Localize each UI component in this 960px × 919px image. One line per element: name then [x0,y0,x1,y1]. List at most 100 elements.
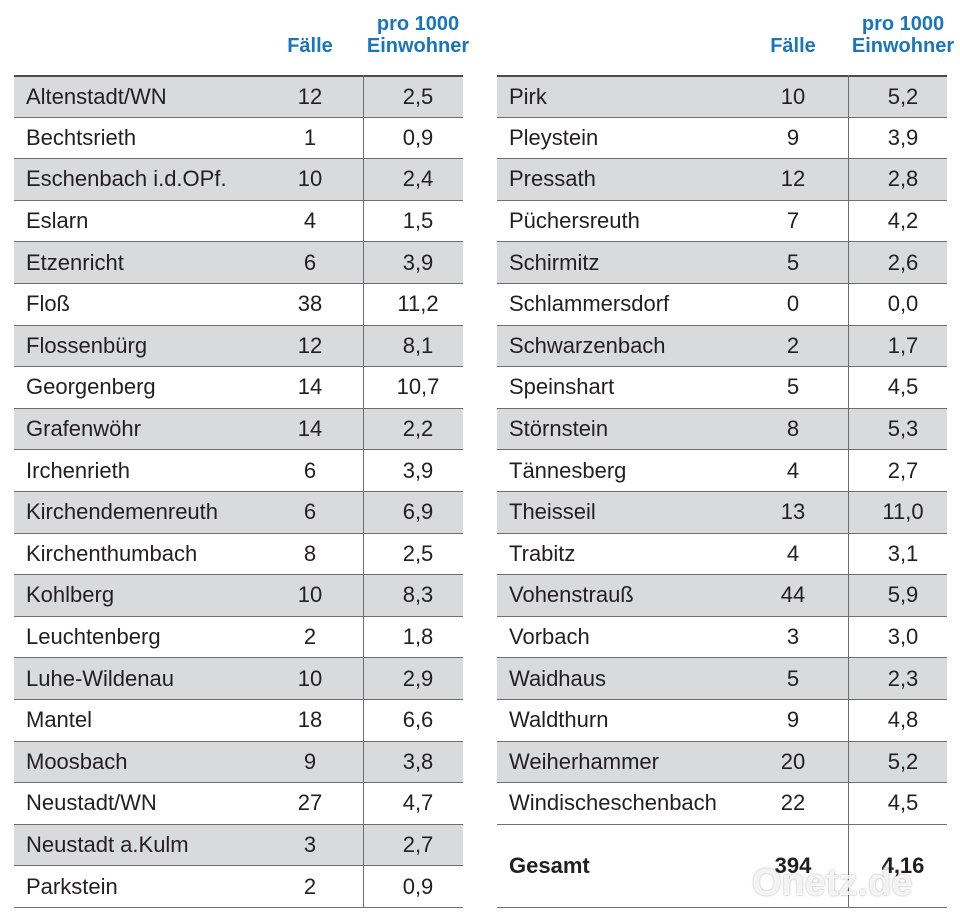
table-row: Tännesberg 4 2,7 [497,449,947,491]
cases-cell: 2 [786,332,800,358]
table-row: Waidhaus 5 2,3 [497,657,947,699]
table-row: Vohenstrauß 44 5,9 [497,574,947,616]
cases-cell: 3 [786,624,800,650]
column-divider [848,75,849,907]
name-cell: Vorbach [509,624,590,650]
table-row: Speinshart 5 4,5 [497,366,947,408]
table-row: Püchersreuth 7 4,2 [497,199,947,242]
cases-cell: 2 [303,873,317,899]
rate-cell: 0,0 [887,291,919,317]
table-row: Kohlberg 10 8,3 [14,574,463,616]
name-cell: Neustadt a.Kulm [26,832,189,858]
name-cell: Schlammersdorf [509,291,670,317]
name-cell: Pressath [509,166,596,192]
cases-cell: 9 [786,707,800,733]
cases-cell: 12 [297,332,323,358]
table-row: Schwarzenbach 2 1,7 [497,324,947,367]
rate-cell: 2,3 [887,665,919,691]
name-cell: Kirchendemenreuth [26,499,219,525]
cases-cell: 6 [303,249,317,275]
table-row: Pressath 12 2,8 [497,158,947,200]
table-row: Irchenrieth 6 3,9 [14,449,463,491]
name-cell: Flossenbürg [26,332,148,358]
rate-cell: 2,6 [887,249,919,275]
name-cell: Georgenberg [26,374,156,400]
table-row: Theisseil 13 11,0 [497,491,947,533]
rate-cell: 11,0 [882,499,924,525]
rate-cell: 3,0 [887,624,919,650]
name-cell: Schirmitz [509,249,600,275]
cases-cell: 6 [303,499,317,525]
table-row: Waldthurn 9 4,8 [497,699,947,741]
cases-cell: 10 [297,166,323,192]
cases-cell: 2 [303,624,317,650]
name-cell: Grafenwöhr [26,416,141,442]
header-cases: Fälle [287,35,333,57]
rate-cell: 8,1 [402,332,434,358]
cases-cell: 8 [786,416,800,442]
rate-cell: 3,9 [402,457,434,483]
table-row: Flossenbürg 12 8,1 [14,324,463,367]
column-divider [363,75,364,907]
rate-cell: 2,7 [887,457,919,483]
cases-cell: 7 [786,208,800,234]
cases-cell: 1 [303,124,317,150]
header-rate: Einwohner [366,35,470,57]
table-row: Moosbach 9 3,8 [14,740,463,783]
name-cell: Weiherhammer [509,748,659,774]
rate-cell: 1,5 [402,208,434,234]
rate-cell: 2,8 [887,166,919,192]
table-row: Weiherhammer 20 5,2 [497,740,947,783]
name-cell: Pirk [509,83,547,109]
name-cell: Bechtsrieth [26,124,137,150]
cases-cell: 8 [303,540,317,566]
name-cell: Mantel [26,707,93,733]
name-cell: Püchersreuth [509,208,640,234]
table-row: Neustadt a.Kulm 3 2,7 [14,823,463,866]
table-row: Pleystein 9 3,9 [497,116,947,159]
cases-cell: 10 [780,83,806,109]
name-cell: Waidhaus [509,665,607,691]
name-cell: Trabitz [509,540,576,566]
rate-cell: 4,7 [402,790,434,816]
table-row: Vorbach 3 3,0 [497,615,947,658]
table-row: Altenstadt/WN 12 2,5 [14,75,463,117]
table-row: Bechtsrieth 1 0,9 [14,116,463,159]
rate-cell: 0,9 [402,124,434,150]
cases-cell: 14 [297,416,323,442]
name-cell: Schwarzenbach [509,332,666,358]
rate-cell: 8,3 [402,582,434,608]
name-cell: Altenstadt/WN [26,83,167,109]
name-cell: Eslarn [26,208,89,234]
rate-cell: 6,9 [402,499,434,525]
watermark: Onetz.de [752,862,913,904]
cases-cell: 10 [297,582,323,608]
cases-cell: 0 [786,291,800,317]
cases-cell: 394 [774,852,812,878]
name-cell: Leuchtenberg [26,624,161,650]
table-row: Kirchendemenreuth 6 6,9 [14,491,463,533]
table-row: Parkstein 2 0,9 [14,865,463,907]
table-row: Eslarn 4 1,5 [14,199,463,242]
table-row: Störnstein 8 5,3 [497,407,947,450]
cases-cell: 9 [303,748,317,774]
name-cell: Speinshart [509,374,615,400]
name-cell: Windischeschenbach [509,790,717,816]
rate-cell: 5,9 [887,582,919,608]
name-cell: Waldthurn [509,707,609,733]
table-row: Eschenbach i.d.OPf. 10 2,4 [14,158,463,200]
rate-cell: 11,2 [397,291,439,317]
cases-cell: 12 [780,166,806,192]
cases-cell: 4 [786,457,800,483]
name-cell: Pleystein [509,124,599,150]
name-cell: Kohlberg [26,582,115,608]
cases-cell: 10 [297,665,323,691]
rate-cell: 4,8 [887,707,919,733]
table-row: Floß 38 11,2 [14,283,463,325]
table-row: Leuchtenberg 2 1,8 [14,615,463,658]
total-row: Gesamt 394 4,16 [497,823,947,907]
table-row: Georgenberg 14 10,7 [14,366,463,408]
rate-cell: 5,2 [887,83,919,109]
cases-cell: 6 [303,457,317,483]
